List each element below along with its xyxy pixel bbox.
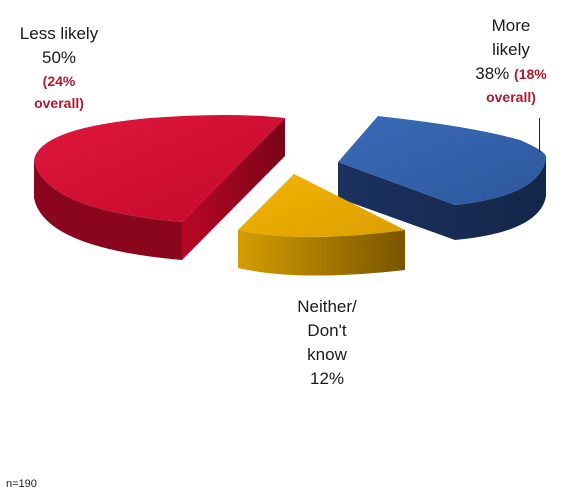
- neither-name-2: Don't: [307, 321, 347, 340]
- more-likely-value-line: 38% (18%: [455, 62, 567, 86]
- slice-more-likely-side: [338, 158, 546, 240]
- less-likely-overall-2: overall): [34, 95, 84, 111]
- sample-size-note: n=190: [6, 478, 37, 490]
- slice-more-likely-top: [338, 116, 547, 205]
- slice-neither-top: [238, 174, 405, 237]
- more-likely-name-1: More: [491, 16, 531, 35]
- slice-less-likely: [34, 115, 285, 260]
- slice-more-likely: [338, 116, 547, 240]
- label-more-likely: More likely 38% (18% overall): [455, 14, 567, 108]
- less-likely-name: Less likely: [19, 24, 99, 43]
- label-neither: Neither/ Don't know 12%: [262, 295, 392, 391]
- more-likely-leader-line: [539, 118, 540, 152]
- neither-name-3: know: [307, 345, 347, 364]
- slice-less-likely-side: [34, 160, 182, 260]
- less-likely-overall-1: (24%: [42, 73, 76, 89]
- slice-neither-front: [238, 230, 405, 276]
- slice-less-likely-front: [182, 118, 285, 260]
- slice-less-likely-top: [34, 115, 285, 222]
- neither-value: 12%: [309, 369, 345, 388]
- more-likely-value: 38%: [475, 64, 510, 83]
- more-likely-overall-1: (18%: [514, 66, 547, 82]
- slice-neither: [238, 174, 405, 276]
- more-likely-name-2: likely: [492, 40, 530, 59]
- less-likely-value: 50%: [41, 48, 77, 67]
- label-less-likely: Less likely 50% (24% overall): [0, 22, 118, 114]
- neither-name-1: Neither/: [297, 297, 357, 316]
- more-likely-overall-2: overall): [486, 89, 536, 105]
